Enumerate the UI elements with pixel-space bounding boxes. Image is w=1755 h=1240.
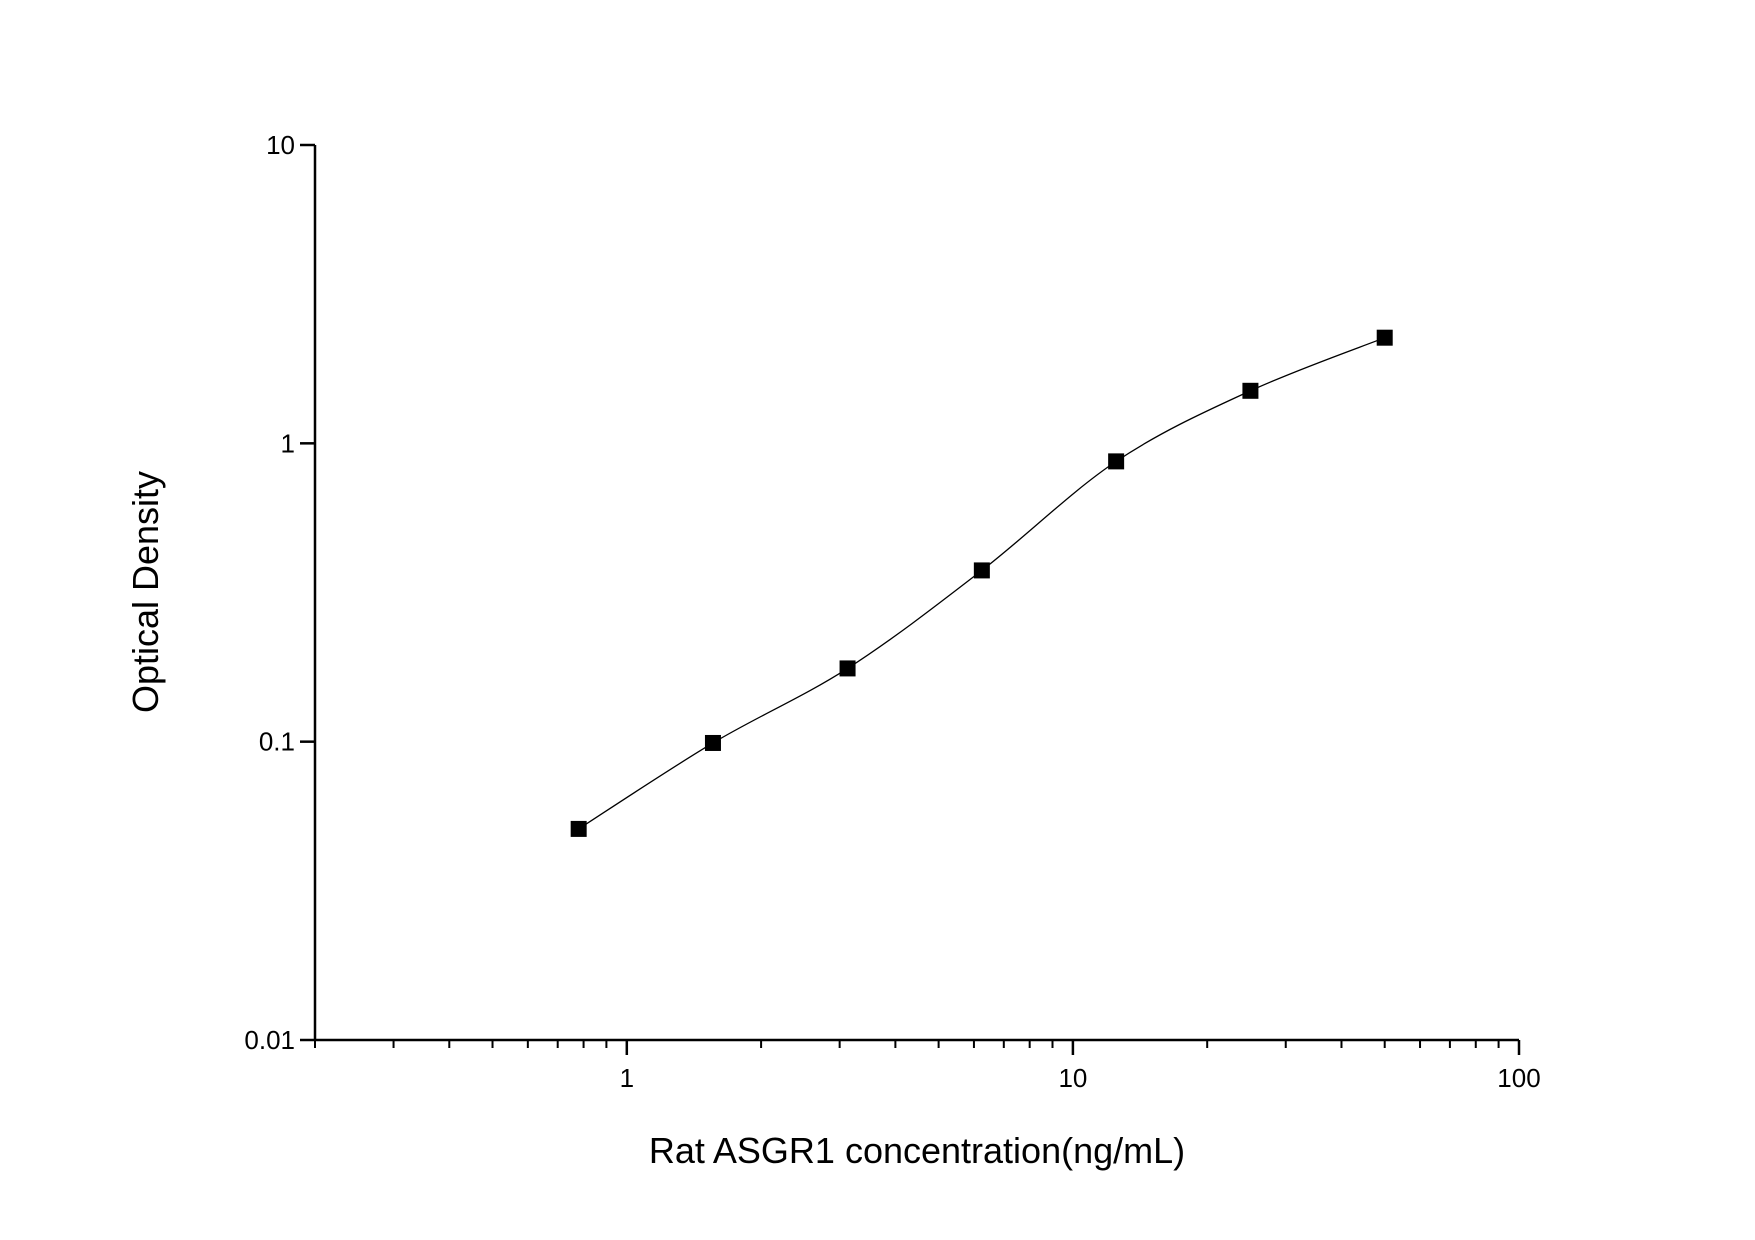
data-point bbox=[704, 734, 721, 751]
data-point bbox=[1376, 329, 1393, 346]
ticks: 1 10 100 0.01 0.1 1 10 bbox=[244, 130, 1540, 1093]
data-point bbox=[973, 562, 990, 579]
axes bbox=[313, 145, 1519, 1042]
x-tick-label: 1 bbox=[620, 1063, 634, 1093]
data-point bbox=[570, 820, 587, 837]
data-point bbox=[839, 660, 856, 677]
x-tick-label: 10 bbox=[1058, 1063, 1087, 1093]
x-axis-title: Rat ASGR1 concentration(ng/mL) bbox=[649, 1130, 1185, 1171]
x-tick-label: 100 bbox=[1497, 1063, 1540, 1093]
data-marks bbox=[570, 329, 1393, 837]
data-point bbox=[1108, 453, 1125, 470]
fit-curve bbox=[578, 337, 1385, 830]
y-tick-label: 1 bbox=[281, 428, 295, 458]
y-tick-label: 0.1 bbox=[259, 727, 295, 757]
y-tick-label: 0.01 bbox=[244, 1025, 295, 1055]
y-axis-title: Optical Density bbox=[125, 471, 166, 713]
y-tick-label: 10 bbox=[266, 130, 295, 160]
data-point bbox=[1242, 382, 1259, 399]
